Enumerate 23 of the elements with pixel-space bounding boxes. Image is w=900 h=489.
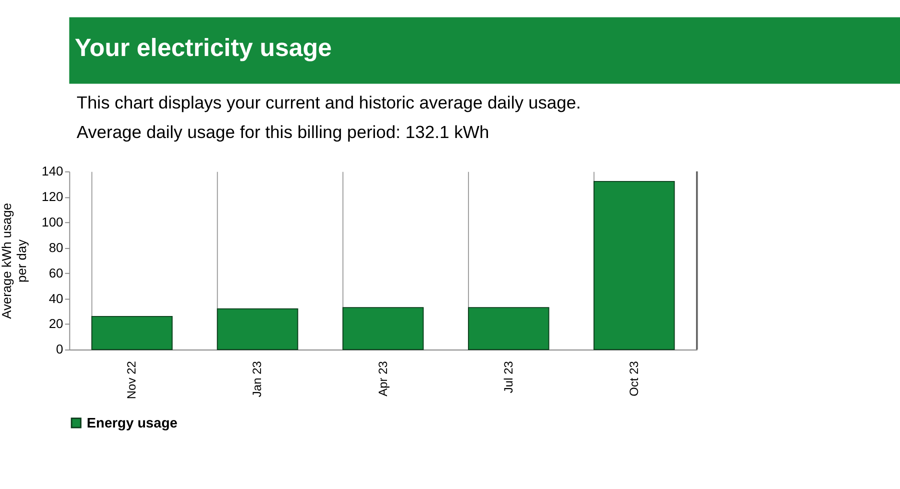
text: Average daily usage for this billing period: 132.1 kWh xyxy=(76,122,490,142)
y-tick-label: 120 xyxy=(42,188,64,204)
x-tick-label: Apr 23 xyxy=(376,360,390,396)
bar xyxy=(91,316,173,350)
bar xyxy=(594,180,675,350)
x-tick-label: Oct 23 xyxy=(626,360,641,396)
y-tick-label: 40 xyxy=(48,290,64,306)
x-tick-label: Nov 22 xyxy=(124,360,139,400)
x-tick-label: Jul 23 xyxy=(501,360,516,394)
bar xyxy=(468,307,550,350)
bar xyxy=(216,308,298,350)
y-tick-label: 100 xyxy=(42,214,64,230)
y-tick-label: 80 xyxy=(48,240,64,255)
x-tick-label: Jan 23 xyxy=(250,360,264,398)
y-tick-label: 20 xyxy=(48,316,64,332)
legend-label: Energy usage xyxy=(86,414,178,431)
chart-subtitle: This chart displays your current and historic average daily usage. xyxy=(76,92,581,113)
y-tick-label: 60 xyxy=(48,265,64,280)
chart-title: Your electricity usage xyxy=(74,34,332,62)
y-tick-label: 0 xyxy=(56,342,64,357)
bar xyxy=(342,307,424,350)
y-axis-title: Average kWh usage per day xyxy=(0,202,29,319)
y-tick-label: 140 xyxy=(42,164,64,179)
